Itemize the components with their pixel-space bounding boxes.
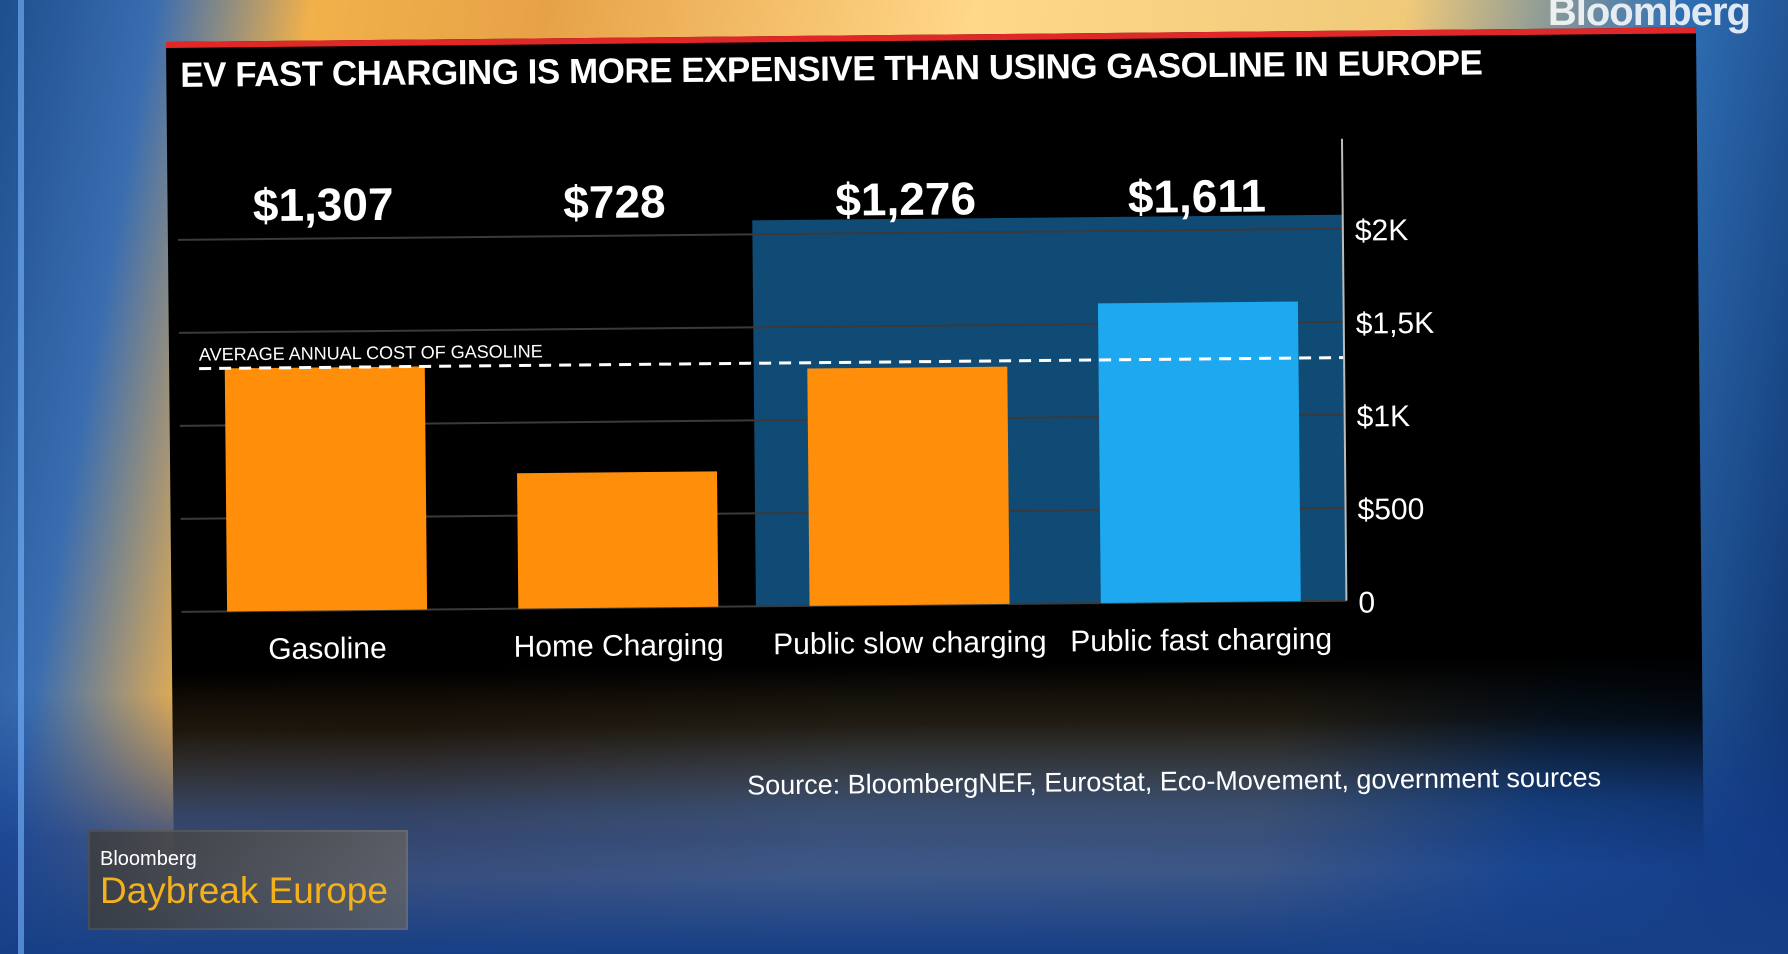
gridline xyxy=(177,227,1343,241)
bar xyxy=(1097,301,1301,604)
show-network: Bloomberg xyxy=(100,848,197,870)
bar-value-label: $1,611 xyxy=(1128,169,1267,222)
y-tick-label: $1,5K xyxy=(1356,307,1435,341)
chart-panel: EV FAST CHARGING IS MORE EXPENSIVE THAN … xyxy=(166,27,1704,882)
x-category-label: Public slow charging xyxy=(773,626,1047,662)
reference-line xyxy=(199,356,1345,371)
x-category-label: Gasoline xyxy=(268,632,387,666)
y-tick-label: $1K xyxy=(1356,400,1410,434)
chart-title: EV FAST CHARGING IS MORE EXPENSIVE THAN … xyxy=(180,43,1483,95)
source-note: Source: BloombergNEF, Eurostat, Eco-Move… xyxy=(747,762,1602,801)
y-tick-label: $2K xyxy=(1355,214,1409,248)
bar xyxy=(807,366,1010,606)
bar-value-label: $1,276 xyxy=(835,172,976,225)
reference-line-label: AVERAGE ANNUAL COST OF GASOLINE xyxy=(199,341,543,364)
stage-edge xyxy=(18,0,24,954)
show-badge: Bloomberg Daybreak Europe xyxy=(88,830,408,930)
show-name: Daybreak Europe xyxy=(100,870,388,911)
bar-chart: AVERAGE ANNUAL COST OF GASOLINE 0 $500 $1K… xyxy=(177,138,1435,666)
x-category-label: Home Charging xyxy=(513,629,723,664)
y-tick-label: $500 xyxy=(1357,493,1424,527)
x-category-label: Public fast charging xyxy=(1070,623,1332,659)
y-axis-line xyxy=(1340,138,1348,601)
y-tick-label: 0 xyxy=(1358,586,1375,619)
bar xyxy=(224,366,428,612)
bar-value-label: $728 xyxy=(563,175,666,228)
bar-value-label: $1,307 xyxy=(253,178,394,231)
bar xyxy=(517,471,719,609)
